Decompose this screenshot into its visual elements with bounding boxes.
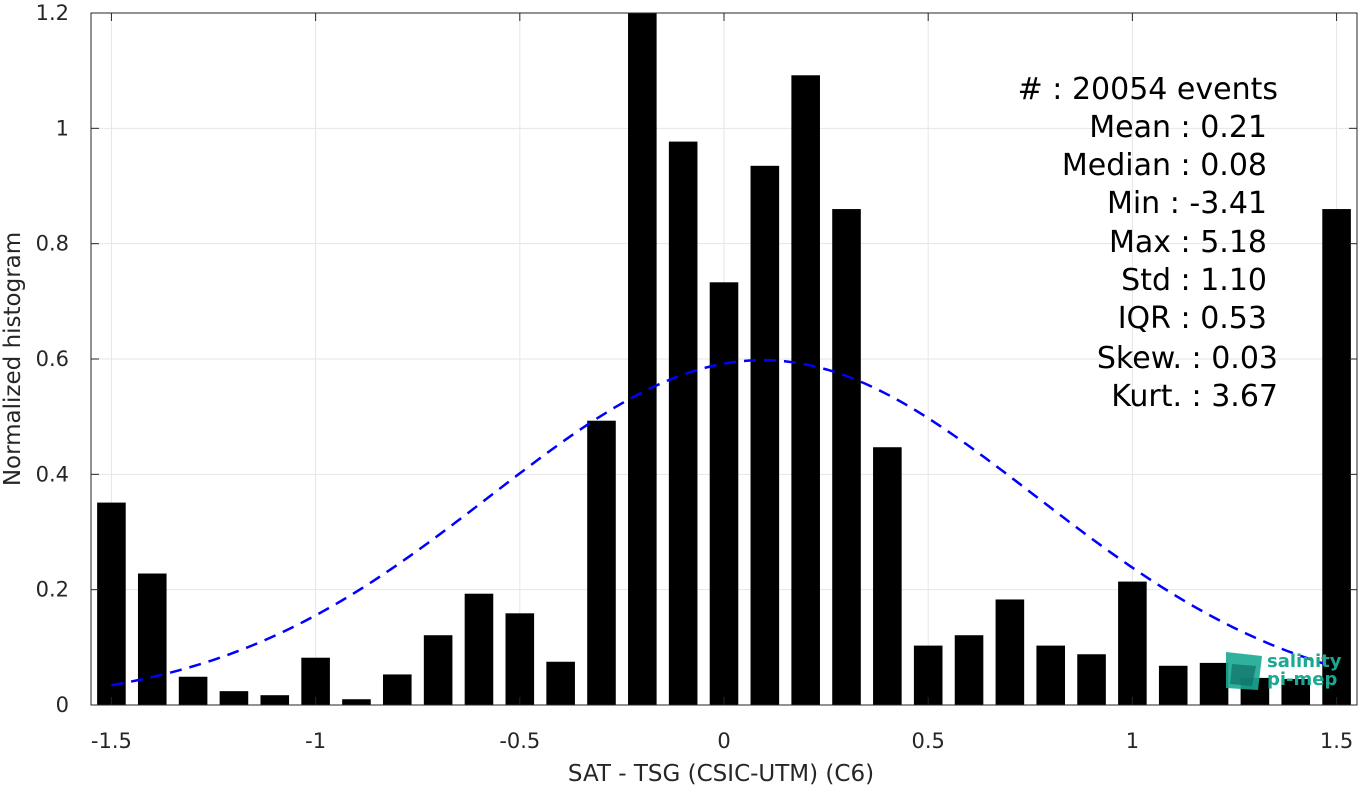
y-tick-label: 0 xyxy=(56,693,69,717)
stat-kurt: Kurt. : 3.67 xyxy=(1111,379,1278,414)
y-tick-label: 0.4 xyxy=(36,462,69,486)
logo-line1: salinity xyxy=(1267,651,1342,672)
x-tick-label: -1.5 xyxy=(91,729,132,753)
logo-line2: pi-mep xyxy=(1267,669,1337,690)
histogram-bar xyxy=(1118,581,1147,705)
histogram-bar xyxy=(423,635,453,705)
stat-skew: Skew. : 0.03 xyxy=(1097,341,1278,376)
salinity-pi-mep-logo: salinity pi-mep xyxy=(1226,651,1342,690)
x-tick-labels: -1.5 -1 -0.5 0 0.5 1 1.5 xyxy=(91,729,1353,753)
histogram-bar xyxy=(1036,645,1066,705)
axis-ticks xyxy=(91,12,1357,706)
histogram-bar xyxy=(260,695,290,705)
x-tick-label: -1 xyxy=(305,729,326,753)
x-tick-label: 1 xyxy=(1126,729,1139,753)
histogram-bar xyxy=(97,502,126,705)
stat-median: Median : 0.08 xyxy=(1062,148,1267,183)
histogram-bar xyxy=(873,447,902,705)
histogram-bar xyxy=(832,209,861,706)
y-tick-label: 0.8 xyxy=(36,232,69,256)
y-axis-label: Normalized histogram xyxy=(0,232,26,486)
stat-iqr: IQR : 0.53 xyxy=(1118,301,1267,336)
stat-events: # : 20054 events xyxy=(1018,72,1278,107)
histogram-bar xyxy=(750,165,780,706)
histogram-bar xyxy=(954,635,984,705)
stats-box: # : 20054 events Mean : 0.21 Median : 0.… xyxy=(1018,72,1278,414)
histogram-bar xyxy=(791,75,820,705)
histogram-bar xyxy=(505,613,535,705)
y-tick-label: 1.2 xyxy=(36,1,69,25)
histogram-bar xyxy=(1077,654,1106,705)
histogram-bar xyxy=(219,691,249,705)
stat-mean: Mean : 0.21 xyxy=(1089,110,1267,145)
stat-min: Min : -3.41 xyxy=(1107,186,1267,221)
histogram-bar xyxy=(1322,209,1351,706)
y-tick-labels: 0 0.2 0.4 0.6 0.8 1 1.2 xyxy=(36,1,69,717)
histogram-bar xyxy=(995,599,1025,705)
histogram-bar xyxy=(178,676,208,705)
x-tick-label: -0.5 xyxy=(499,729,540,753)
histogram-bar xyxy=(464,593,494,705)
histogram-bar xyxy=(1158,665,1188,705)
histogram-bar xyxy=(382,674,412,705)
y-tick-label: 0.6 xyxy=(36,347,69,371)
logo-mark-shade-icon xyxy=(1230,664,1256,686)
histogram-bar xyxy=(546,661,575,705)
x-axis-label: SAT - TSG (CSIC-UTM) (C6) xyxy=(568,761,874,785)
y-tick-label: 0.2 xyxy=(36,578,69,602)
y-tick-label: 1 xyxy=(56,116,69,140)
histogram-bar xyxy=(628,13,657,705)
histogram-bar xyxy=(587,420,616,705)
histogram-bar xyxy=(709,282,739,705)
histogram-bars xyxy=(97,13,1351,706)
x-tick-label: 0 xyxy=(717,729,730,753)
histogram-bar xyxy=(1199,662,1229,705)
x-tick-label: 0.5 xyxy=(911,729,944,753)
histogram-bar xyxy=(342,699,371,705)
histogram-bar xyxy=(668,141,698,705)
stat-max: Max : 5.18 xyxy=(1109,225,1267,260)
x-tick-label: 1.5 xyxy=(1320,729,1353,753)
histogram-bar xyxy=(1281,679,1311,705)
histogram-bar xyxy=(137,573,167,705)
stat-std: Std : 1.10 xyxy=(1121,263,1267,298)
histogram-bar xyxy=(913,645,943,705)
